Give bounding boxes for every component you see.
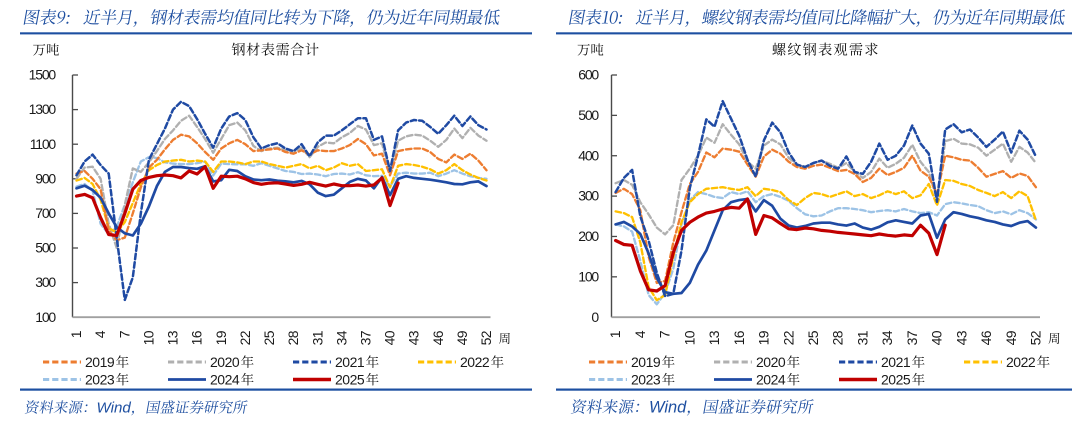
- svg-text:2022: 2022: [1006, 354, 1036, 370]
- svg-text:700: 700: [35, 205, 56, 221]
- svg-text:1500: 1500: [29, 67, 57, 83]
- svg-text:300: 300: [578, 188, 599, 204]
- svg-text:52: 52: [1028, 330, 1044, 345]
- svg-text:Wind: Wind: [97, 400, 132, 417]
- svg-text:1: 1: [607, 330, 623, 338]
- svg-text:34: 34: [333, 330, 349, 345]
- svg-text:37: 37: [358, 330, 374, 345]
- svg-text:2020: 2020: [210, 354, 240, 370]
- svg-text:2019: 2019: [85, 354, 115, 370]
- svg-text:49: 49: [1003, 330, 1019, 345]
- svg-text:500: 500: [578, 107, 599, 123]
- svg-text:2022: 2022: [460, 354, 490, 370]
- svg-text:10: 10: [141, 330, 157, 345]
- svg-text:40: 40: [382, 330, 398, 345]
- svg-text:13: 13: [165, 330, 181, 345]
- svg-text:25: 25: [805, 330, 821, 345]
- svg-text:500: 500: [35, 240, 56, 256]
- svg-text:7: 7: [657, 330, 673, 338]
- svg-text:19: 19: [213, 330, 229, 345]
- svg-text:900: 900: [35, 170, 56, 186]
- svg-text:40: 40: [929, 330, 945, 345]
- svg-text:0: 0: [591, 309, 599, 325]
- svg-text:2020: 2020: [756, 354, 786, 370]
- svg-text:2023: 2023: [631, 371, 661, 387]
- svg-text:16: 16: [731, 330, 747, 345]
- svg-text:2021: 2021: [335, 354, 365, 370]
- svg-text:28: 28: [285, 330, 301, 345]
- svg-text:25: 25: [261, 330, 277, 345]
- svg-text:2025: 2025: [335, 371, 365, 387]
- svg-text:2019: 2019: [631, 354, 661, 370]
- svg-text:31: 31: [854, 330, 870, 345]
- svg-text:600: 600: [578, 67, 599, 83]
- svg-text:46: 46: [978, 330, 994, 345]
- svg-text:34: 34: [879, 330, 895, 345]
- svg-text:2023: 2023: [85, 371, 115, 387]
- svg-text:2024: 2024: [210, 371, 240, 387]
- svg-text:Wind: Wind: [649, 399, 687, 417]
- svg-text:43: 43: [953, 330, 969, 345]
- svg-text:200: 200: [578, 228, 599, 244]
- svg-text:31: 31: [309, 330, 325, 345]
- svg-text:1300: 1300: [29, 101, 57, 117]
- svg-text:28: 28: [830, 330, 846, 345]
- svg-text:300: 300: [35, 274, 56, 290]
- svg-text:2021: 2021: [881, 354, 911, 370]
- svg-text:2025: 2025: [881, 371, 911, 387]
- svg-text:10: 10: [681, 330, 697, 345]
- svg-text:37: 37: [904, 330, 920, 345]
- svg-text:7: 7: [116, 330, 132, 338]
- svg-text:19: 19: [756, 330, 772, 345]
- svg-text:43: 43: [406, 330, 422, 345]
- svg-text:400: 400: [578, 147, 599, 163]
- svg-text:100: 100: [578, 268, 599, 284]
- svg-text:49: 49: [454, 330, 470, 345]
- svg-text:4: 4: [92, 330, 108, 338]
- svg-text:22: 22: [780, 330, 796, 345]
- svg-text:4: 4: [632, 330, 648, 338]
- svg-text:52: 52: [478, 330, 494, 345]
- svg-text:1100: 1100: [30, 136, 57, 152]
- svg-text:13: 13: [706, 330, 722, 345]
- svg-text:2024: 2024: [756, 371, 786, 387]
- svg-text:100: 100: [35, 309, 56, 325]
- svg-text:16: 16: [189, 330, 205, 345]
- svg-text:22: 22: [237, 330, 253, 345]
- svg-text:46: 46: [430, 330, 446, 345]
- svg-text:1: 1: [68, 330, 84, 338]
